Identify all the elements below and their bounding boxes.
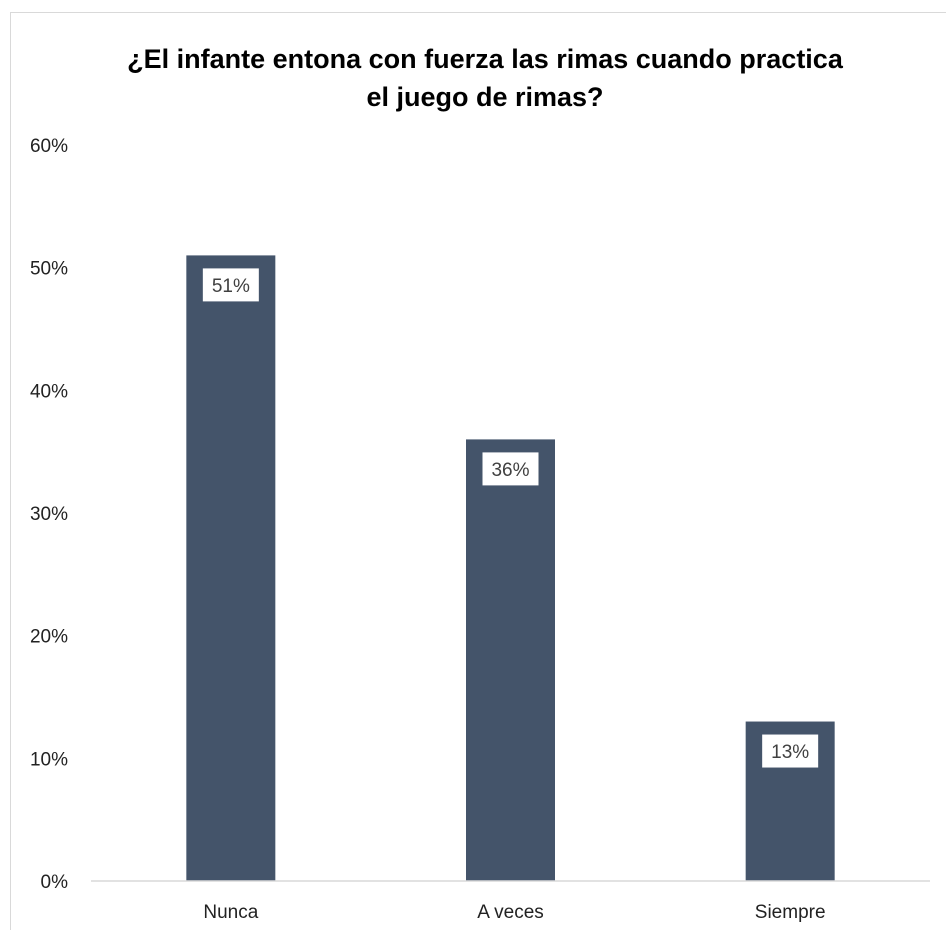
y-tick-label: 20% bbox=[30, 627, 68, 648]
chart-title: ¿El infante entona con fuerza las rimas … bbox=[0, 40, 949, 116]
chart-area bbox=[10, 12, 946, 930]
data-label: 51% bbox=[212, 276, 250, 297]
x-tick-label: Nunca bbox=[203, 902, 258, 923]
x-tick-label: Siempre bbox=[755, 902, 826, 923]
x-tick-label: A veces bbox=[477, 902, 544, 923]
y-tick-label: 50% bbox=[30, 259, 68, 280]
data-labels: 51% 36% 13% bbox=[202, 268, 819, 768]
data-label: 13% bbox=[771, 742, 809, 763]
chart-title-line-1: ¿El infante entona con fuerza las rimas … bbox=[127, 44, 843, 74]
y-tick-label: 0% bbox=[41, 872, 69, 893]
bar-a-veces bbox=[466, 439, 555, 881]
bar-nunca bbox=[186, 255, 276, 881]
y-tick-label: 60% bbox=[30, 136, 68, 157]
y-axis: 0% 10% 20% 30% 40% 50% 60% bbox=[30, 136, 68, 893]
data-label: 36% bbox=[491, 460, 529, 481]
y-tick-label: 30% bbox=[30, 504, 68, 525]
data-label-box bbox=[762, 734, 819, 768]
x-axis: Nunca A veces Siempre bbox=[203, 902, 825, 923]
data-label-box bbox=[202, 268, 259, 302]
chart-title-line-2: el juego de rimas? bbox=[366, 82, 604, 112]
y-tick-label: 40% bbox=[30, 381, 68, 402]
data-label-box bbox=[482, 452, 539, 486]
bars bbox=[186, 255, 835, 881]
y-tick-label: 10% bbox=[30, 749, 68, 770]
